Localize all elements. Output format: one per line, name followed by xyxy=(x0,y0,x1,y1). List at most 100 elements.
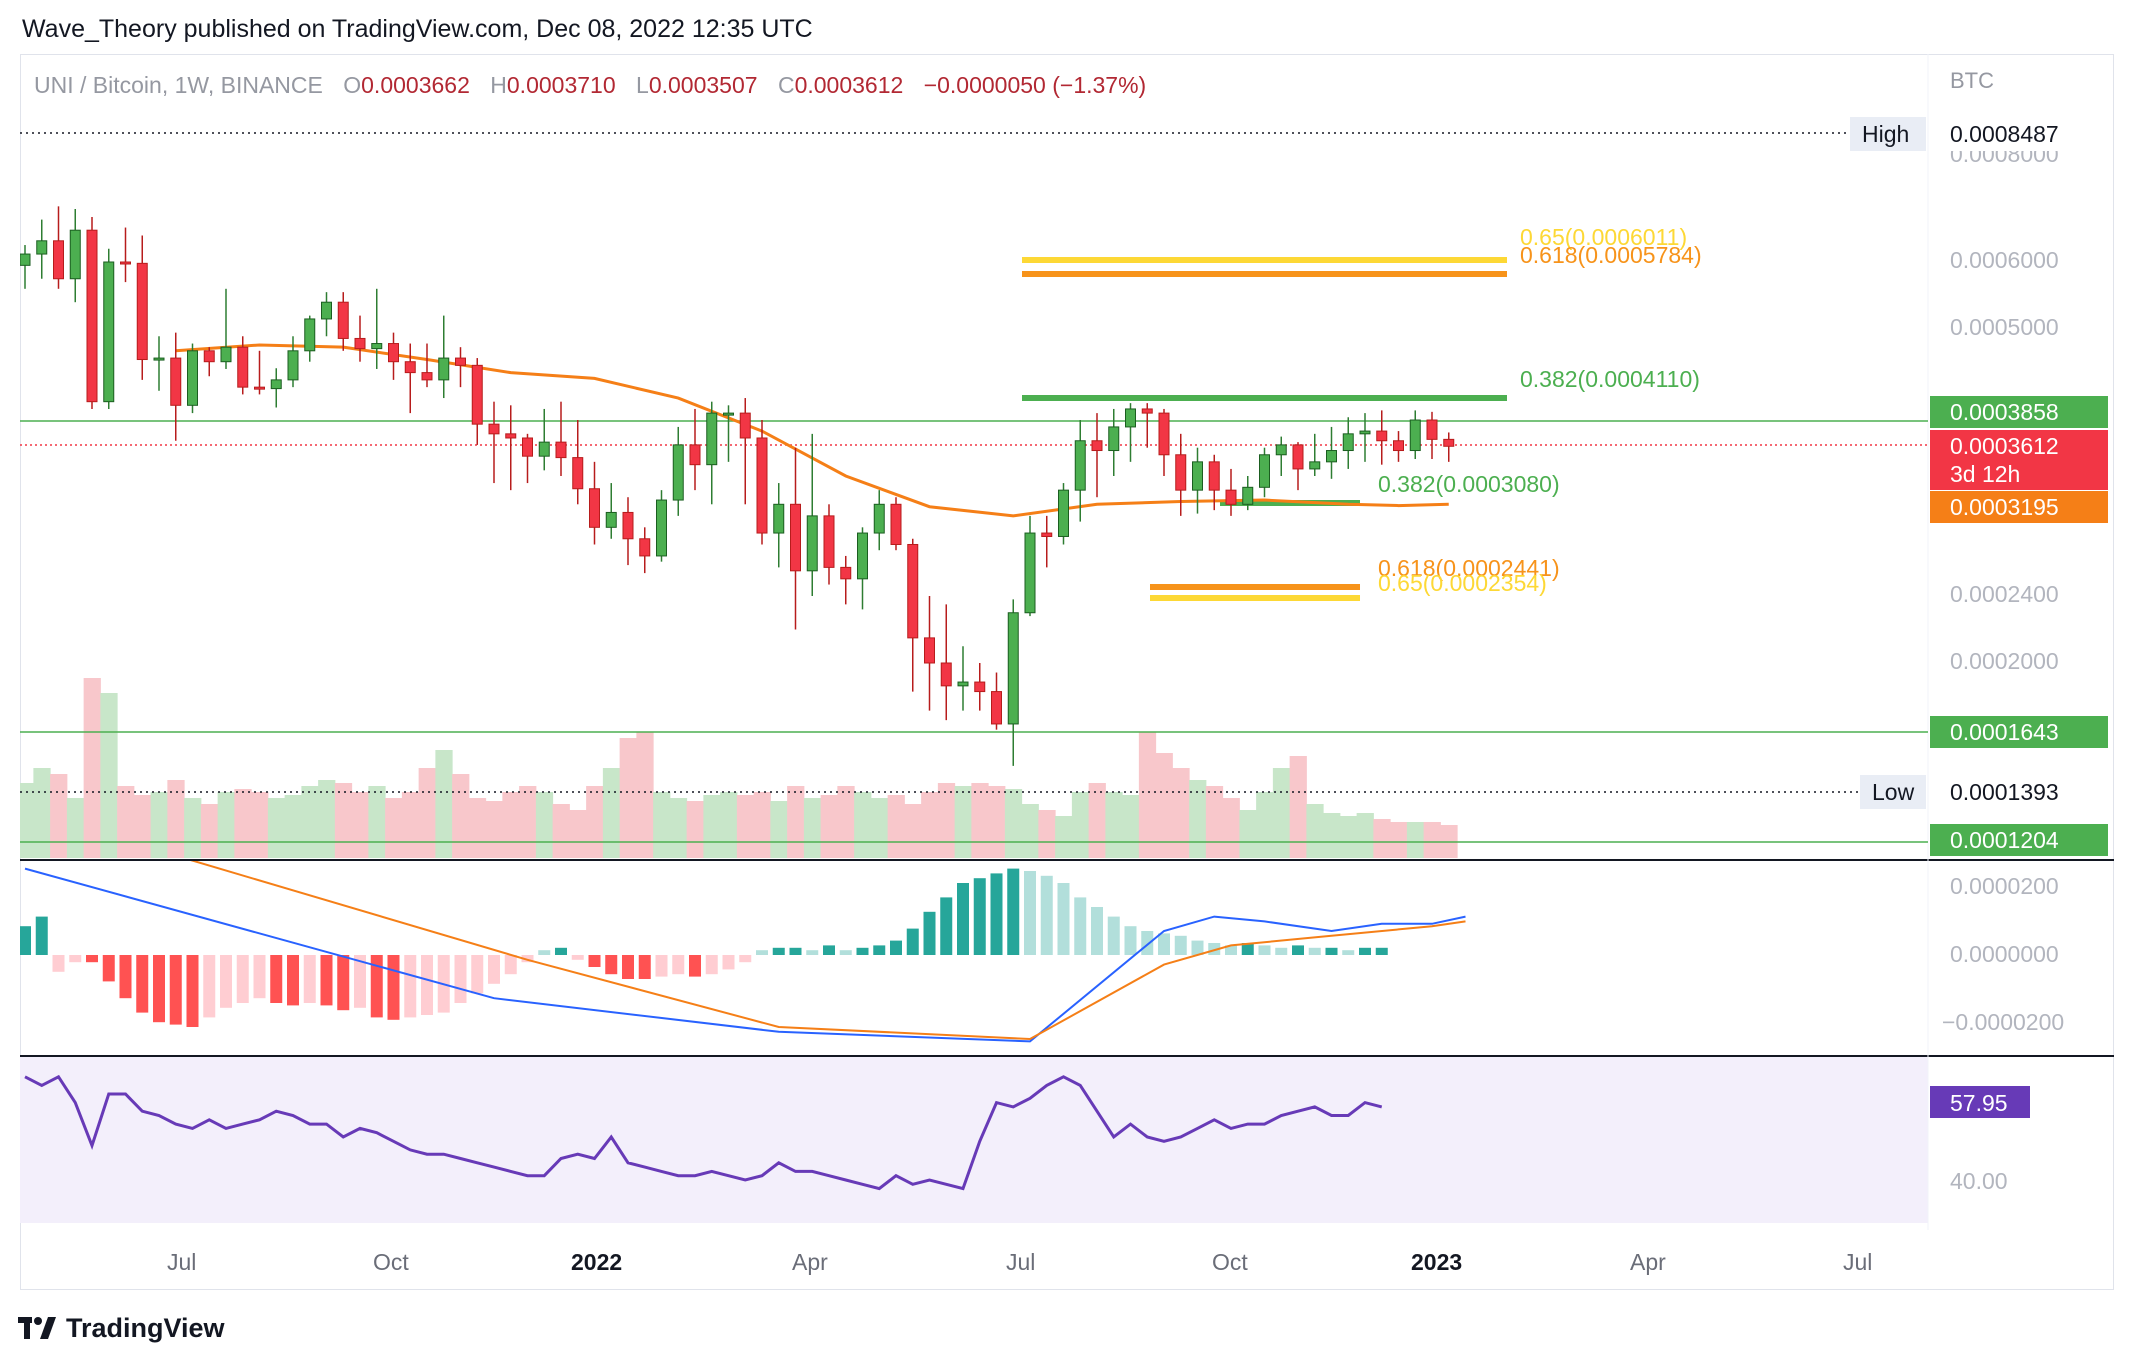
macd-histogram-bar xyxy=(1375,947,1388,955)
candle-down xyxy=(890,503,902,545)
macd-histogram-bar xyxy=(1124,926,1137,955)
candle-down xyxy=(756,437,768,534)
volume-bar xyxy=(368,786,386,858)
low-value: 0.0003507 xyxy=(649,72,758,98)
volume-bar xyxy=(100,693,118,858)
candle xyxy=(1426,411,1438,460)
volume-bar xyxy=(887,795,905,858)
candle-down xyxy=(555,441,567,459)
candle-up xyxy=(1074,440,1086,491)
candle xyxy=(254,350,265,395)
candle xyxy=(321,292,332,337)
volume-bar xyxy=(519,786,537,858)
candle-up xyxy=(773,503,785,534)
high-label: H xyxy=(490,72,507,98)
volume-bar xyxy=(770,801,788,858)
candle-up xyxy=(605,511,617,528)
candle-down xyxy=(1426,419,1438,440)
volume-bar xyxy=(837,786,855,858)
candle-up xyxy=(69,229,81,280)
candle-up xyxy=(538,441,550,457)
candle xyxy=(873,490,885,551)
volume-bar xyxy=(954,786,972,858)
macd-histogram-bar xyxy=(605,955,618,975)
candle xyxy=(1225,468,1237,516)
candle-down xyxy=(1225,489,1237,505)
support-low-price-tag xyxy=(1930,824,2108,856)
time-axis[interactable]: Jul Oct 2022 Apr Jul Oct 2023 Apr Jul xyxy=(167,1249,1872,1275)
candle xyxy=(991,672,1002,730)
candle xyxy=(337,292,349,351)
moving-average-line xyxy=(175,343,1449,518)
volume-bar xyxy=(787,786,805,858)
candle xyxy=(1393,431,1404,462)
volume-bar xyxy=(586,786,604,858)
volume-bar xyxy=(117,786,135,858)
candle-up xyxy=(304,318,316,352)
candle-down xyxy=(203,350,215,363)
candle xyxy=(354,315,366,362)
macd-histogram-bar xyxy=(521,955,534,963)
fib-level-label: 0.618(0.0002441) xyxy=(1378,555,1560,581)
candle xyxy=(203,347,215,377)
close-label: C xyxy=(778,72,795,98)
candle-up xyxy=(321,301,332,320)
macd-histogram-bar xyxy=(52,955,65,972)
candle-up xyxy=(1342,433,1354,452)
candle xyxy=(555,401,567,476)
macd-histogram-bar xyxy=(957,883,969,955)
macd-histogram-bar xyxy=(169,955,182,1025)
macd-histogram-bar xyxy=(940,897,953,955)
volume-bar xyxy=(1172,768,1190,858)
candle xyxy=(1342,417,1354,469)
candle xyxy=(187,343,198,414)
candle-up xyxy=(1192,461,1203,491)
macd-histogram-bar xyxy=(923,911,936,955)
tradingview-logo-icon xyxy=(18,1317,56,1339)
volume-bar xyxy=(971,783,989,858)
volume-bar xyxy=(1323,813,1341,858)
candles-layer[interactable] xyxy=(20,206,1455,766)
candle-up xyxy=(1359,430,1371,435)
candle xyxy=(371,288,383,369)
candle-up xyxy=(36,240,48,255)
macd-histogram-bar xyxy=(990,873,1003,955)
candle xyxy=(1074,420,1086,522)
candle-down xyxy=(739,412,751,439)
candle-up xyxy=(287,350,299,381)
candle xyxy=(304,315,316,362)
macd-histogram-bar xyxy=(387,955,400,1020)
candle-down xyxy=(455,357,466,366)
volume-bar xyxy=(1088,783,1106,858)
candle-down xyxy=(1091,440,1103,452)
candle-up xyxy=(1259,454,1270,488)
volume-bar xyxy=(1423,822,1441,858)
volume-bar xyxy=(267,798,286,858)
candle xyxy=(120,227,131,283)
candle-down xyxy=(136,262,148,361)
volume-bar xyxy=(1239,810,1257,858)
volume-bar xyxy=(1373,819,1391,858)
candle-up xyxy=(438,357,450,381)
high-value: 0.0003710 xyxy=(507,72,616,98)
volume-bar xyxy=(569,810,587,858)
volume-bar xyxy=(301,786,319,858)
open-value: 0.0003662 xyxy=(361,72,470,98)
candle-down xyxy=(471,364,483,425)
close-value: 0.0003612 xyxy=(795,72,904,98)
time-tick: 2023 xyxy=(1411,1249,1462,1275)
volume-bar xyxy=(988,786,1006,858)
macd-histogram-bar xyxy=(1241,943,1254,955)
candle-down xyxy=(589,488,600,528)
macd-histogram-bar xyxy=(287,955,299,1006)
candle-down xyxy=(522,437,533,457)
macd-histogram-bar xyxy=(823,945,835,955)
price-tick: 0.0005000 xyxy=(1950,314,2059,340)
chart-canvas[interactable]: 0.65(0.0006011)0.618(0.0005784) 0.382(0.0… xyxy=(0,0,2132,1300)
candle-down xyxy=(421,372,433,381)
volume-bar xyxy=(602,768,621,858)
volume-bar xyxy=(820,795,838,858)
candle xyxy=(656,490,667,562)
last-price-tag xyxy=(1930,430,2108,490)
candle xyxy=(53,206,64,289)
